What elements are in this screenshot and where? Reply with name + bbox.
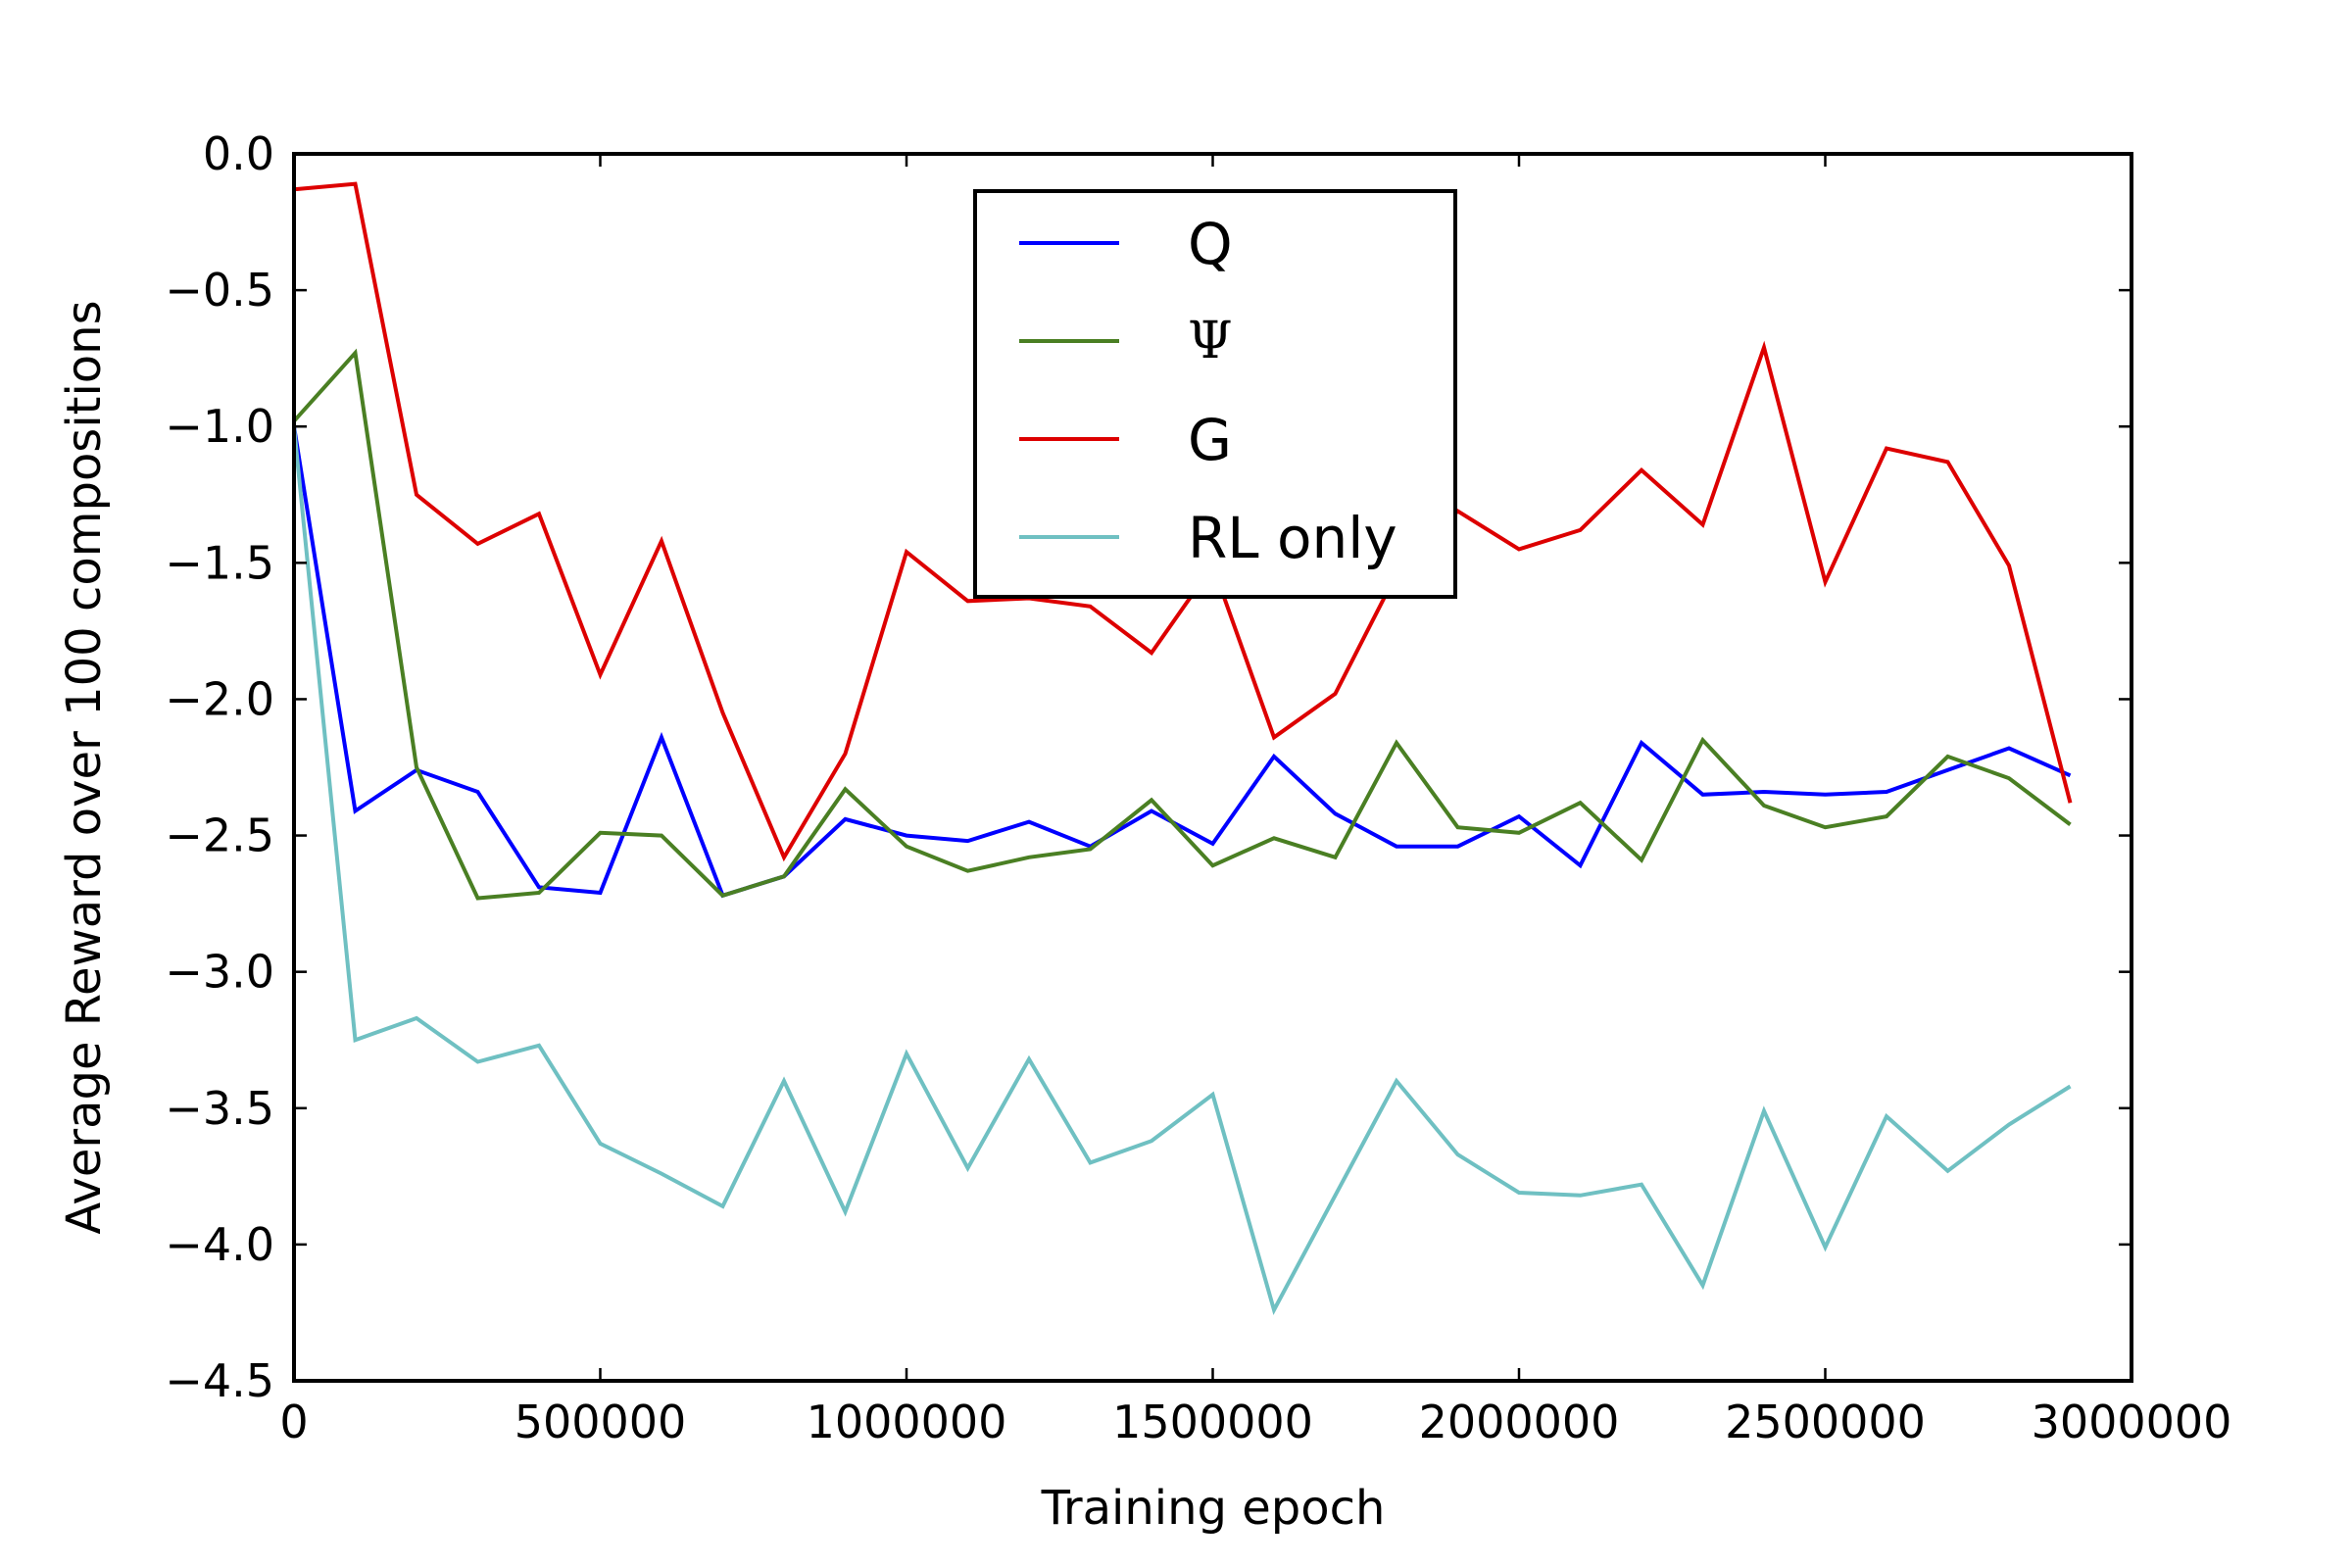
y-tick-label: −1.5 — [165, 536, 274, 589]
y-tick-label: −3.0 — [165, 946, 274, 999]
x-tick-label: 1500000 — [1112, 1396, 1313, 1448]
y-axis-title: Average Reward over 100 compositions — [57, 300, 112, 1234]
ticks-layer: 0 500000 1000000 1500000 2000000 2500000 30000… — [165, 127, 2231, 1448]
y-tick-label: 0.0 — [203, 127, 274, 180]
x-tick-label: 2500000 — [1725, 1396, 1926, 1448]
y-tick-label: −4.5 — [165, 1354, 274, 1407]
x-tick-label: 0 — [279, 1396, 308, 1448]
y-tick-label: −2.5 — [165, 809, 274, 862]
legend-entries: QΨG RL only — [1019, 211, 1397, 571]
series-line-1 — [292, 348, 2072, 901]
series-line-3 — [292, 426, 2072, 1316]
series-1 — [292, 348, 2072, 901]
series-2 — [293, 181, 2073, 862]
x-axis-title: Training epoch — [1041, 1481, 1386, 1536]
x-tick-label: 1000000 — [807, 1396, 1007, 1448]
y-tick-label: −1.0 — [165, 400, 274, 453]
series-line-2 — [293, 181, 2073, 862]
series-0 — [292, 425, 2072, 899]
legend-label: RL only — [1188, 505, 1397, 571]
legend-label: Ψ — [1188, 312, 1233, 370]
series-layer — [292, 181, 2073, 1316]
legend-box — [973, 189, 1457, 599]
series-3 — [292, 426, 2072, 1316]
y-tick-label: −3.5 — [165, 1082, 274, 1135]
y-tick-label: −0.5 — [165, 264, 274, 317]
legend-label: Q — [1188, 211, 1233, 277]
legend-label: G — [1188, 407, 1232, 473]
y-tick-label: −4.0 — [165, 1218, 274, 1271]
legend: QΨG RL only — [973, 189, 1457, 599]
y-tick-label: −2.0 — [165, 672, 274, 725]
series-line-0 — [292, 425, 2072, 899]
x-tick-label: 500000 — [514, 1396, 687, 1448]
x-tick-label: 2000000 — [1419, 1396, 1620, 1448]
x-tick-label: 3000000 — [2032, 1396, 2232, 1448]
